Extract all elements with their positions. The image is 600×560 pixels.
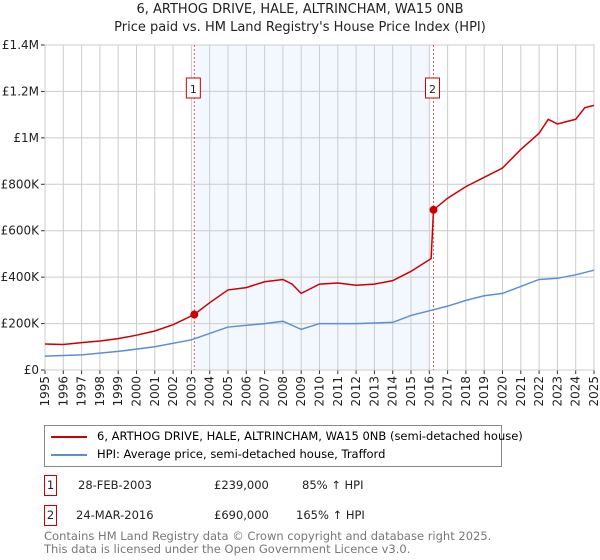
x-tick-label: 2004 (203, 376, 217, 407)
y-tick-label: £200K (1, 317, 41, 331)
sale-hpi: 165% ↑ HPI (296, 508, 365, 522)
sale-point (190, 310, 199, 319)
x-tick-label: 2006 (239, 376, 253, 407)
sale-marker-label: 1 (190, 83, 197, 96)
legend-label: HPI: Average price, semi-detached house,… (97, 447, 386, 461)
footer-line-1: Contains HM Land Registry data © Crown c… (44, 529, 492, 543)
x-tick-label: 2000 (130, 376, 144, 407)
sale-marker-label: 2 (429, 83, 436, 96)
x-tick-label: 2018 (459, 376, 473, 407)
x-tick-label: 2022 (532, 376, 546, 407)
x-tick-label: 2024 (569, 376, 583, 407)
series-line (44, 269, 595, 357)
x-tick-label: 1996 (56, 376, 70, 407)
x-tick-label: 2013 (367, 376, 381, 407)
legend-swatch-red (51, 435, 87, 438)
x-tick-label: 2020 (496, 376, 510, 407)
x-tick-label: 2012 (349, 376, 363, 407)
x-tick-label: 2008 (276, 376, 290, 407)
x-tick-label: 1997 (75, 376, 89, 407)
x-tick-label: 1995 (38, 376, 52, 407)
sale-marker-box (185, 77, 201, 99)
legend-item-hpi: HPI: Average price, semi-detached house,… (51, 447, 385, 462)
sale-hpi: 85% ↑ HPI (302, 478, 364, 492)
x-tick-label: 2010 (313, 376, 327, 407)
legend-label: 6, ARTHOG DRIVE, HALE, ALTRINCHAM, WA15 … (97, 429, 523, 443)
x-tick-label: 2009 (294, 376, 308, 407)
y-tick-label: £400K (1, 270, 41, 284)
x-tick-label: 1999 (111, 376, 125, 407)
x-tick-label: 2001 (148, 376, 162, 407)
x-tick-label: 2015 (404, 376, 418, 407)
y-tick-label: £1M (13, 131, 39, 145)
footer-line-2: This data is licensed under the Open Gov… (44, 542, 411, 556)
legend-item-property: 6, ARTHOG DRIVE, HALE, ALTRINCHAM, WA15 … (51, 429, 523, 444)
sale-period-shade (194, 45, 431, 370)
y-tick-label: £1.2M (2, 84, 39, 98)
y-tick-label: £1.4M (2, 38, 39, 52)
x-tick-label: 2014 (386, 376, 400, 407)
x-tick-label: 2019 (477, 376, 491, 407)
series-line (44, 104, 595, 346)
price-chart: 1995 1996 1997 1998 1999 2000 2001 2002 2003 2004… (1, 38, 600, 407)
x-tick-label: 2025 (587, 376, 600, 407)
x-tick-label: 2011 (331, 376, 345, 407)
x-tick-label: 2002 (166, 376, 180, 407)
sale-marker-label: 2 (44, 505, 57, 526)
sale-price: £239,000 (214, 478, 269, 492)
sale-point (429, 205, 438, 214)
sale-date: 24-MAR-2016 (76, 508, 154, 522)
y-tick-label: £0 (24, 363, 39, 377)
x-tick-label: 2007 (258, 376, 272, 407)
y-tick-label: £800K (1, 177, 41, 191)
x-tick-label: 2016 (422, 376, 436, 407)
chart-title: 6, ARTHOG DRIVE, HALE, ALTRINCHAM, WA15 … (136, 2, 464, 17)
legend-swatch-blue (51, 453, 87, 456)
sale-marker-box (425, 77, 441, 99)
y-tick-label: £600K (1, 224, 41, 238)
x-tick-label: 2021 (514, 376, 528, 407)
footer: Contains HM Land Registry data © Crown c… (44, 530, 491, 556)
x-tick-label: 2003 (184, 376, 198, 407)
x-tick-label: 1998 (93, 376, 107, 407)
sale-price: £690,000 (214, 508, 269, 522)
x-tick-label: 2023 (550, 376, 564, 407)
plot-frame (44, 44, 595, 371)
sale-date: 28-FEB-2003 (78, 478, 152, 492)
legend: 6, ARTHOG DRIVE, HALE, ALTRINCHAM, WA15 … (44, 425, 523, 467)
chart-subtitle: Price paid vs. HM Land Registry's House … (114, 20, 486, 35)
x-tick-label: 2005 (221, 376, 235, 407)
x-tick-label: 2017 (441, 376, 455, 407)
sale-marker-label: 1 (44, 475, 57, 496)
